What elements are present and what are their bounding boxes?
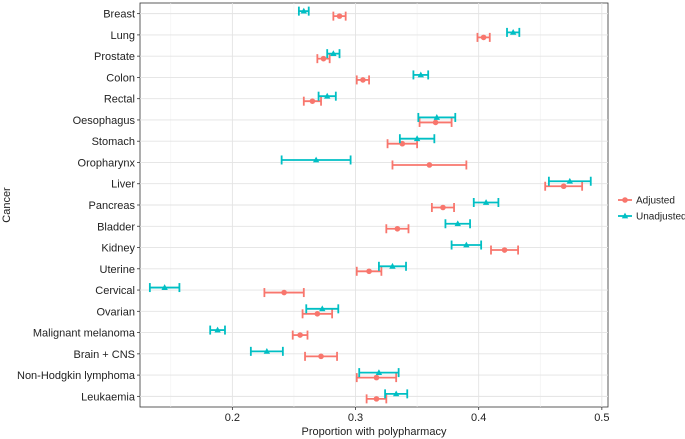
point-marker [417, 71, 424, 78]
y-tick-label: Stomach [92, 136, 135, 148]
point-marker [566, 177, 574, 184]
x-tick-label: 0.5 [594, 412, 609, 424]
y-tick-label: Malignant melanoma [33, 328, 136, 340]
x-tick-label: 0.3 [348, 412, 363, 424]
y-tick-label: Oesophagus [73, 115, 136, 127]
point-marker [440, 204, 446, 211]
y-tick-label: Liver [111, 179, 135, 191]
series-adjusted [263, 11, 584, 404]
y-axis-title: Cancer [1, 187, 13, 223]
legend-key-marker [622, 197, 628, 203]
point-marker [161, 284, 168, 290]
point-marker [318, 353, 324, 360]
point-marker [454, 220, 461, 227]
legend-key-marker [621, 212, 629, 219]
point-marker [330, 50, 337, 57]
point-marker [300, 7, 307, 14]
x-axis-ticks: 0.2 0.3 0.4 0.5 [225, 407, 609, 424]
point-marker [463, 241, 470, 248]
point-marker [314, 311, 321, 317]
point-marker [324, 92, 331, 99]
y-tick-label: Leukaemia [81, 391, 136, 403]
series-unadjusted [148, 6, 592, 399]
point-marker [389, 262, 396, 269]
point-marker [501, 247, 508, 253]
gridlines [140, 3, 608, 407]
point-marker [432, 119, 439, 126]
y-tick-label: Oropharynx [78, 157, 136, 169]
y-tick-label: Prostate [94, 51, 135, 63]
point-marker [433, 114, 441, 120]
point-marker [413, 135, 421, 142]
y-tick-label: Ovarian [96, 306, 135, 318]
point-marker [426, 162, 433, 168]
point-marker [360, 77, 366, 83]
x-tick-label: 0.2 [225, 412, 240, 424]
point-marker [482, 199, 490, 205]
y-tick-label: Rectal [104, 94, 135, 106]
point-marker [560, 183, 567, 190]
point-marker [320, 55, 327, 62]
y-axis-ticks: Breast Lung Prostate Colon Rectal Oesophagus S… [17, 9, 140, 403]
y-tick-label: Non-Hodgkin lymphoma [17, 370, 136, 382]
y-tick-label: Kidney [101, 243, 135, 255]
legend-label: Adjusted [636, 196, 675, 207]
y-tick-label: Brain + CNS [74, 349, 135, 361]
y-tick-label: Uterine [100, 264, 135, 276]
point-marker [366, 268, 372, 275]
point-marker [214, 326, 221, 333]
legend-item-adjusted: Adjusted [618, 196, 675, 207]
x-axis-title: Proportion with polypharmacy [302, 426, 447, 438]
point-marker [312, 156, 320, 163]
point-marker [399, 140, 406, 147]
point-marker [392, 390, 400, 397]
point-marker [309, 98, 316, 104]
point-marker [373, 396, 380, 402]
point-marker [263, 347, 271, 354]
point-marker [297, 332, 303, 338]
point-marker [480, 34, 487, 41]
y-tick-label: Lung [111, 30, 135, 42]
y-tick-label: Colon [106, 72, 135, 84]
y-tick-label: Pancreas [89, 200, 136, 212]
y-tick-label: Cervical [95, 285, 135, 297]
point-marker [336, 13, 343, 19]
legend-item-unadjusted: Unadjusted [618, 212, 685, 223]
series-layer [148, 6, 592, 404]
point-marker [375, 369, 383, 376]
point-marker [373, 374, 380, 381]
point-marker [509, 28, 517, 35]
y-tick-label: Bladder [97, 221, 135, 233]
point-marker [319, 305, 326, 312]
point-marker [394, 225, 401, 232]
legend: Adjusted Unadjusted [618, 196, 685, 223]
legend-label: Unadjusted [636, 212, 685, 223]
x-tick-label: 0.4 [471, 412, 486, 424]
y-tick-label: Breast [103, 9, 135, 21]
point-marker [281, 289, 287, 296]
